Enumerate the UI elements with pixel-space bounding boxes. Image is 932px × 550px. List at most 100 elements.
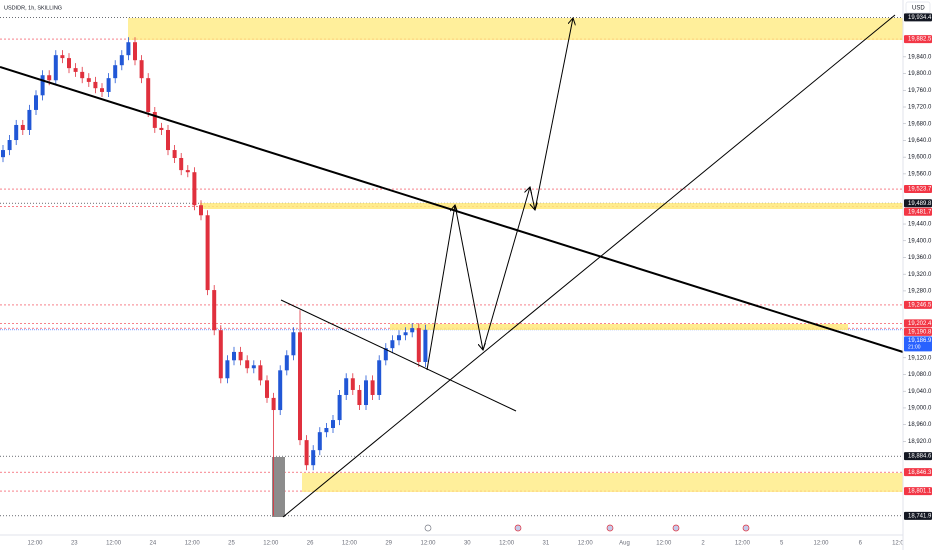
x-tick-label: 24 bbox=[150, 541, 157, 547]
x-tick-label: 12:00 bbox=[735, 541, 751, 547]
price-label: 19,489.8 bbox=[908, 201, 932, 207]
candle-body bbox=[179, 157, 184, 171]
price-label: 19,934.4 bbox=[908, 15, 932, 21]
candle-body bbox=[324, 428, 329, 433]
price-label: 18,846.3 bbox=[908, 470, 932, 476]
supply-zone bbox=[128, 18, 903, 40]
x-tick-label: 12:00 bbox=[499, 541, 515, 547]
countdown: 21:00 bbox=[908, 345, 921, 351]
candle-body bbox=[344, 378, 349, 395]
candle-body bbox=[40, 75, 45, 96]
event-icon[interactable] bbox=[672, 524, 680, 532]
x-tick-label: 23 bbox=[71, 541, 78, 547]
price-label-box bbox=[904, 327, 932, 336]
candle-body bbox=[67, 58, 71, 69]
candle-body bbox=[416, 328, 421, 362]
candle-body bbox=[113, 65, 118, 79]
candle-body bbox=[14, 124, 19, 141]
candle-body bbox=[245, 360, 250, 369]
candle-body bbox=[53, 55, 58, 81]
candle-body bbox=[93, 81, 98, 89]
time-axis: 12:00 23 12:00 24 12:00 25 12:00 26 12:00 29 12:00… bbox=[0, 524, 908, 547]
y-tick-label: 18,960.0 bbox=[908, 422, 932, 428]
event-icon[interactable] bbox=[424, 524, 432, 532]
price-label: 19,481.7 bbox=[908, 209, 932, 215]
event-icon[interactable] bbox=[514, 524, 522, 532]
x-tick-label: 30 bbox=[464, 541, 471, 547]
candle-body bbox=[1, 150, 5, 158]
x-tick-label: 31 bbox=[543, 541, 550, 547]
y-tick-label: 19,840.0 bbox=[908, 54, 932, 60]
candle-body bbox=[218, 330, 223, 379]
price-label-box bbox=[904, 511, 932, 520]
price-label-box bbox=[904, 336, 932, 352]
candle-body bbox=[410, 328, 415, 333]
x-tick-label: 12:00 bbox=[185, 541, 201, 547]
x-tick-label: 12:00 bbox=[263, 541, 279, 547]
candle-body bbox=[291, 332, 296, 356]
candle-body bbox=[212, 290, 217, 331]
arrow bbox=[482, 187, 530, 351]
x-tick-label: 6 bbox=[859, 541, 863, 547]
x-tick-label: 5 bbox=[780, 541, 784, 547]
price-label: 19,186.9 bbox=[908, 338, 932, 344]
chart-title: USDIDR, 1h, SKILLING bbox=[4, 5, 62, 11]
candle-body bbox=[86, 78, 91, 82]
candle-body bbox=[390, 340, 395, 349]
y-tick-label: 19,040.0 bbox=[908, 389, 932, 395]
y-tick-label: 19,280.0 bbox=[908, 288, 932, 294]
resistance-zone bbox=[200, 203, 903, 209]
arrow bbox=[454, 204, 483, 350]
y-tick-label: 18,920.0 bbox=[908, 439, 932, 445]
event-icon[interactable] bbox=[606, 524, 614, 532]
price-label: 18,801.1 bbox=[908, 489, 932, 495]
y-tick-label: 19,600.0 bbox=[908, 155, 932, 161]
x-tick-label: Aug bbox=[619, 541, 630, 547]
support-line bbox=[282, 14, 896, 518]
price-label-box bbox=[904, 487, 932, 496]
price-label-box bbox=[904, 13, 932, 22]
candle-body bbox=[152, 112, 157, 128]
candle-body bbox=[383, 348, 388, 361]
candle-body bbox=[304, 440, 309, 466]
candle-body bbox=[238, 351, 243, 361]
candle-body bbox=[27, 109, 32, 130]
candle-body bbox=[100, 88, 104, 92]
y-tick-label: 19,680.0 bbox=[908, 121, 932, 127]
price-label-box bbox=[904, 300, 932, 309]
candle-body bbox=[370, 380, 375, 395]
price-label: 19,190.8 bbox=[908, 329, 932, 335]
x-tick-label: 26 bbox=[307, 541, 314, 547]
arrow bbox=[426, 205, 455, 371]
x-tick-label: 12:00 bbox=[420, 541, 436, 547]
candle-body bbox=[133, 42, 137, 61]
candle-body bbox=[166, 129, 170, 151]
x-tick-label: 12:00 bbox=[342, 541, 358, 547]
candle-body bbox=[7, 140, 12, 151]
candle-body bbox=[423, 329, 428, 362]
candle-body bbox=[126, 42, 131, 56]
event-icon[interactable] bbox=[742, 524, 750, 532]
arrow bbox=[529, 186, 535, 210]
current-zone bbox=[390, 324, 848, 330]
candle-body bbox=[251, 365, 256, 369]
price-label-box bbox=[904, 319, 932, 328]
candle-body bbox=[337, 394, 342, 421]
y-tick-label: 19,640.0 bbox=[908, 138, 932, 144]
x-tick-label: 12:00 bbox=[656, 541, 672, 547]
price-label-box bbox=[904, 35, 932, 44]
y-tick-label: 19,760.0 bbox=[908, 88, 932, 94]
y-tick-label: 19,080.0 bbox=[908, 372, 932, 378]
wedge-line bbox=[280, 299, 517, 412]
price-label: 19,523.7 bbox=[908, 187, 932, 193]
candles bbox=[1, 37, 428, 516]
currency-box[interactable] bbox=[905, 1, 931, 14]
price-label-box bbox=[904, 452, 932, 461]
candle-body bbox=[271, 397, 276, 411]
candle-body bbox=[80, 71, 85, 79]
price-label-box bbox=[904, 199, 932, 208]
candle-body bbox=[225, 360, 230, 379]
x-tick-label: 12:00 bbox=[578, 541, 594, 547]
candle-body bbox=[265, 380, 269, 398]
